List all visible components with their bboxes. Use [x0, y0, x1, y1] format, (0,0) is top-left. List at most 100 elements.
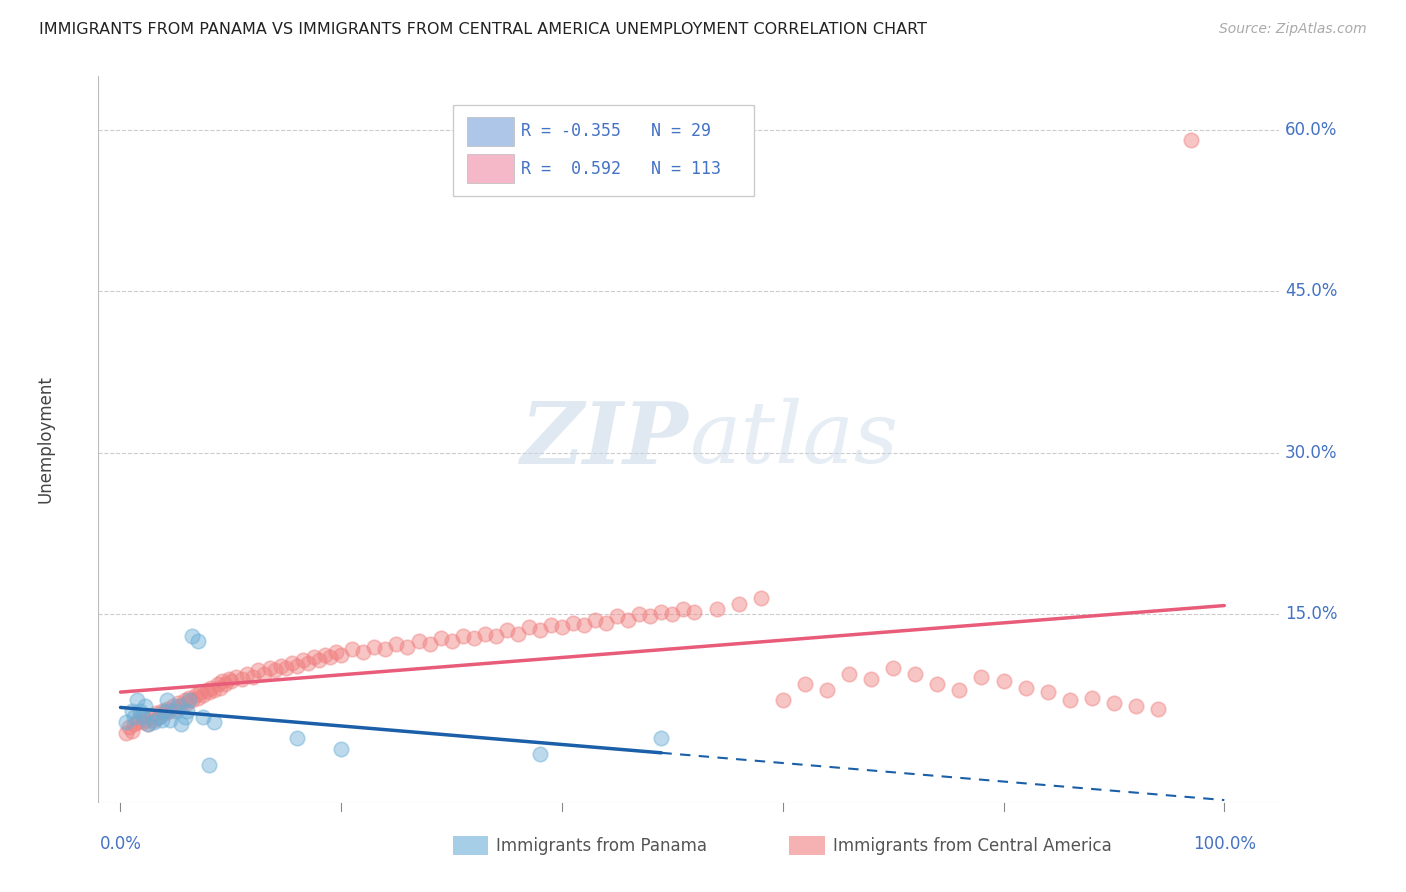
Point [1014, 681, 1036, 695]
Point [202, 714, 225, 729]
Point [218, 672, 240, 686]
Point [1125, 698, 1147, 713]
Point [200, 681, 222, 695]
Text: IMMIGRANTS FROM PANAMA VS IMMIGRANTS FROM CENTRAL AMERICA UNEMPLOYMENT CORRELATI: IMMIGRANTS FROM PANAMA VS IMMIGRANTS FRO… [39, 22, 928, 37]
Point [529, 747, 551, 762]
Point [193, 688, 215, 702]
Point [211, 674, 233, 689]
Point [749, 591, 772, 606]
Text: 45.0%: 45.0% [1285, 282, 1337, 301]
Point [136, 717, 159, 731]
Point [1102, 696, 1125, 710]
Point [562, 615, 585, 630]
Point [993, 674, 1015, 689]
Point [772, 693, 794, 707]
Point [319, 650, 342, 665]
Point [1059, 693, 1081, 707]
Point [274, 661, 297, 675]
Point [606, 609, 628, 624]
Bar [453, 836, 488, 855]
Point [860, 672, 883, 686]
Point [285, 731, 308, 746]
Point [308, 652, 330, 666]
Point [253, 666, 276, 681]
Point [142, 714, 165, 729]
Point [506, 626, 529, 640]
Point [1180, 133, 1202, 147]
Point [495, 624, 517, 638]
Point [159, 704, 181, 718]
Point [131, 714, 153, 729]
Point [184, 688, 207, 702]
Point [187, 634, 209, 648]
Point [214, 677, 236, 691]
Point [121, 704, 143, 718]
Point [153, 704, 176, 718]
Point [314, 648, 336, 663]
Point [815, 682, 838, 697]
Point [121, 723, 143, 738]
Point [125, 714, 148, 729]
Point [572, 618, 595, 632]
Point [153, 706, 176, 721]
Point [325, 645, 347, 659]
Point [141, 709, 163, 723]
Point [187, 691, 209, 706]
Point [440, 634, 463, 648]
Point [162, 698, 184, 713]
Point [628, 607, 651, 622]
Point [396, 640, 419, 654]
Point [408, 634, 430, 648]
Point [485, 629, 508, 643]
Text: Source: ZipAtlas.com: Source: ZipAtlas.com [1219, 22, 1367, 37]
Point [727, 597, 749, 611]
FancyBboxPatch shape [453, 105, 754, 195]
Point [463, 631, 485, 645]
Point [882, 661, 904, 675]
Point [167, 698, 190, 713]
Point [540, 618, 562, 632]
Point [302, 650, 325, 665]
Point [904, 666, 927, 681]
Point [280, 656, 302, 670]
Text: 100.0%: 100.0% [1192, 835, 1256, 853]
Point [259, 661, 281, 675]
Point [156, 702, 179, 716]
Point [342, 641, 364, 656]
Point [148, 709, 170, 723]
Point [683, 605, 706, 619]
Point [134, 713, 156, 727]
Point [297, 656, 319, 670]
Point [970, 670, 993, 684]
Text: 60.0%: 60.0% [1285, 120, 1337, 138]
Point [419, 638, 441, 652]
Point [207, 677, 229, 691]
Text: ZIP: ZIP [522, 398, 689, 481]
Text: Unemployment: Unemployment [37, 376, 55, 503]
FancyBboxPatch shape [467, 154, 515, 184]
Point [231, 672, 253, 686]
Point [1081, 691, 1104, 706]
Point [838, 666, 860, 681]
Point [363, 640, 385, 654]
Point [173, 693, 195, 707]
Point [672, 602, 695, 616]
Point [330, 648, 353, 663]
Text: atlas: atlas [689, 398, 898, 481]
Text: R = -0.355   N = 29: R = -0.355 N = 29 [522, 122, 711, 140]
Point [264, 663, 287, 677]
Text: Immigrants from Central America: Immigrants from Central America [832, 837, 1112, 855]
Point [188, 685, 211, 699]
Point [650, 605, 672, 619]
Point [195, 682, 218, 697]
Text: 0.0%: 0.0% [100, 835, 142, 853]
Point [529, 624, 551, 638]
Point [236, 666, 259, 681]
Point [193, 709, 215, 723]
Point [152, 713, 174, 727]
Point [136, 717, 159, 731]
Point [291, 652, 314, 666]
Point [142, 713, 165, 727]
Point [122, 717, 145, 731]
Point [176, 696, 198, 710]
